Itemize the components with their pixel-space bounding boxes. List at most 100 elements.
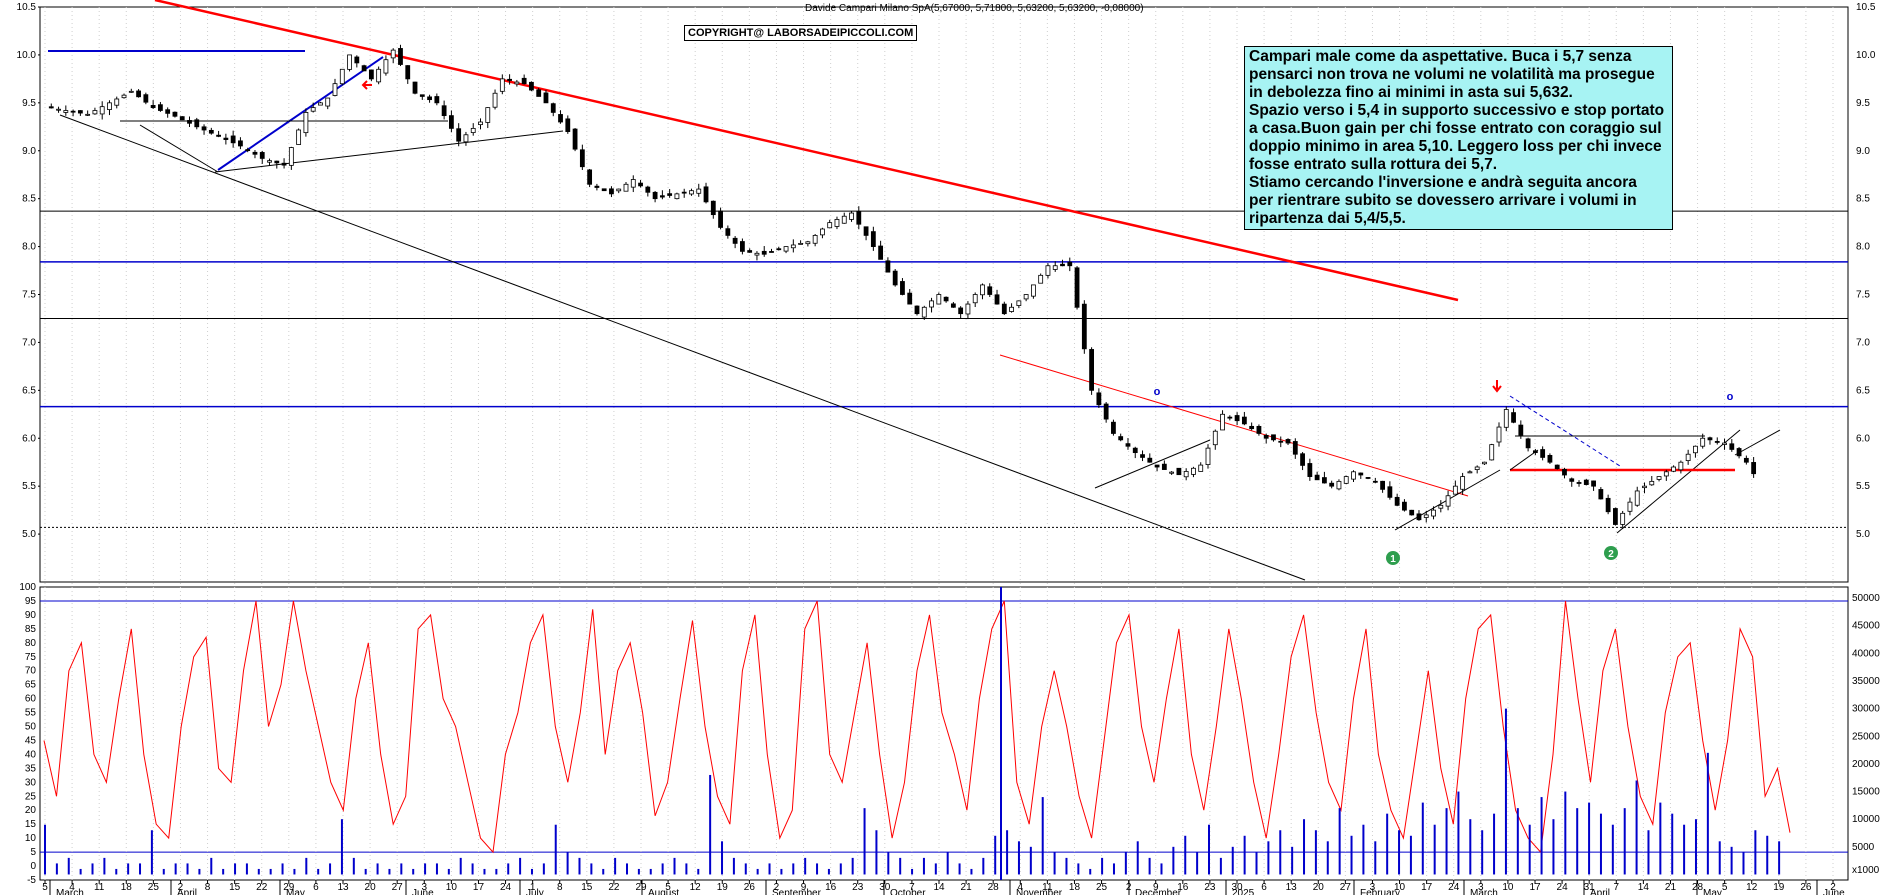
volume-bar	[507, 863, 510, 875]
x-month-label: June	[1823, 888, 1845, 895]
candle-body	[878, 245, 884, 260]
volume-bar	[673, 857, 676, 875]
volume-bar	[1469, 819, 1472, 875]
x-day-label: 27	[392, 882, 404, 893]
arrow-left-icon	[361, 80, 372, 90]
volume-bar	[519, 857, 522, 875]
price-tick-right: 6.0	[1856, 433, 1870, 444]
candle-body	[194, 119, 200, 128]
candle-body	[390, 49, 396, 59]
x-day-label: 11	[94, 882, 105, 893]
x-day-label: 20	[1313, 882, 1325, 893]
candle-body	[1161, 463, 1167, 470]
x-day-label: 7	[909, 882, 915, 893]
x-month-label: April	[177, 888, 197, 895]
annotation-line: fosse entrato sulla rottura dei 5,7.	[1249, 156, 1498, 173]
candle-body	[980, 284, 985, 296]
x-day-label: 29	[283, 882, 295, 893]
price-tick-right: 10.0	[1856, 50, 1876, 61]
candle-body	[1707, 437, 1713, 441]
price-tick-left: 7.5	[22, 290, 36, 301]
volume-bar	[1540, 797, 1543, 875]
candle-body	[1409, 509, 1415, 516]
volume-bar	[44, 824, 46, 875]
candle-body	[405, 65, 411, 80]
candle-body	[1016, 300, 1022, 306]
osc-tick-left: 90	[25, 610, 37, 621]
candle-body	[914, 305, 920, 315]
candle-body	[1140, 454, 1145, 458]
price-tick-left: 9.0	[22, 146, 36, 157]
x-day-label: 24	[1557, 882, 1569, 893]
candle-body	[790, 244, 796, 249]
volume-bar	[1065, 857, 1068, 875]
volume-bar	[721, 841, 724, 875]
candle-body	[1147, 457, 1153, 463]
candle-body	[769, 251, 774, 253]
volume-bar	[863, 808, 866, 875]
x-day-label: 22	[608, 882, 620, 893]
volume-bar	[685, 863, 688, 875]
volume-bar	[982, 857, 985, 875]
main-red-downtrend	[154, 0, 1459, 302]
x-day-label: 4	[69, 882, 75, 893]
volume-bar	[210, 857, 213, 875]
volume-bar	[839, 863, 842, 875]
volume-bar	[1504, 708, 1507, 875]
x-day-label: 14	[1638, 882, 1650, 893]
volume-bar	[994, 835, 997, 875]
vol-tick-right: 10000	[1852, 814, 1880, 825]
volume-bar	[1445, 808, 1448, 875]
candle-body	[1685, 453, 1691, 462]
volume-bar	[1623, 808, 1626, 875]
candle-body	[1336, 480, 1342, 490]
candle-body	[1380, 480, 1385, 490]
candle-body	[354, 56, 360, 64]
vertical-gridlines	[40, 7, 1848, 880]
candle-body	[1249, 425, 1255, 430]
x-day-label: 13	[337, 882, 349, 893]
candle-body	[1649, 480, 1655, 486]
x-day-label: 17	[1421, 882, 1433, 893]
volume-bar	[922, 857, 925, 875]
volume-bar	[1017, 841, 1020, 875]
x-day-label: 31	[1584, 882, 1596, 893]
volume-bar	[1552, 819, 1555, 875]
volume-bar	[352, 857, 355, 875]
volume-bar	[91, 863, 94, 875]
candle-body	[143, 94, 149, 103]
x-day-label: 19	[1773, 882, 1785, 893]
x-day-label: 12	[690, 882, 702, 893]
volume-bar	[661, 863, 664, 875]
candle-body	[1460, 476, 1466, 490]
candle-body	[1634, 490, 1640, 506]
volume-bar	[1528, 824, 1531, 875]
candle-body	[1613, 508, 1618, 525]
candle-body	[907, 292, 913, 305]
candle-body	[1423, 514, 1429, 518]
volume-bar	[1635, 780, 1638, 875]
price-tick-right: 9.5	[1856, 98, 1870, 109]
candle-body	[412, 81, 418, 94]
candle-body	[77, 110, 83, 114]
candle-body	[1263, 434, 1269, 439]
candle-body	[572, 128, 578, 150]
osc-tick-left: 25	[25, 791, 37, 802]
price-tick-left: 9.5	[22, 98, 36, 109]
candle-body	[99, 106, 105, 115]
candle-body	[1067, 261, 1073, 267]
candle-body	[252, 151, 258, 155]
candle-body	[1503, 409, 1509, 428]
volume-bar	[305, 857, 308, 875]
volume-bar	[257, 868, 260, 875]
volume-bar	[1671, 813, 1674, 875]
candle-body	[499, 78, 505, 92]
volume-bar	[602, 868, 605, 875]
candle-body	[1292, 441, 1298, 455]
osc-tick-left: 0	[30, 861, 36, 872]
x-month-label: November	[1016, 888, 1063, 895]
candle-body	[1205, 447, 1211, 465]
volume-bar	[732, 857, 735, 875]
candle-body	[1467, 471, 1473, 474]
volume-bar	[1291, 846, 1294, 875]
